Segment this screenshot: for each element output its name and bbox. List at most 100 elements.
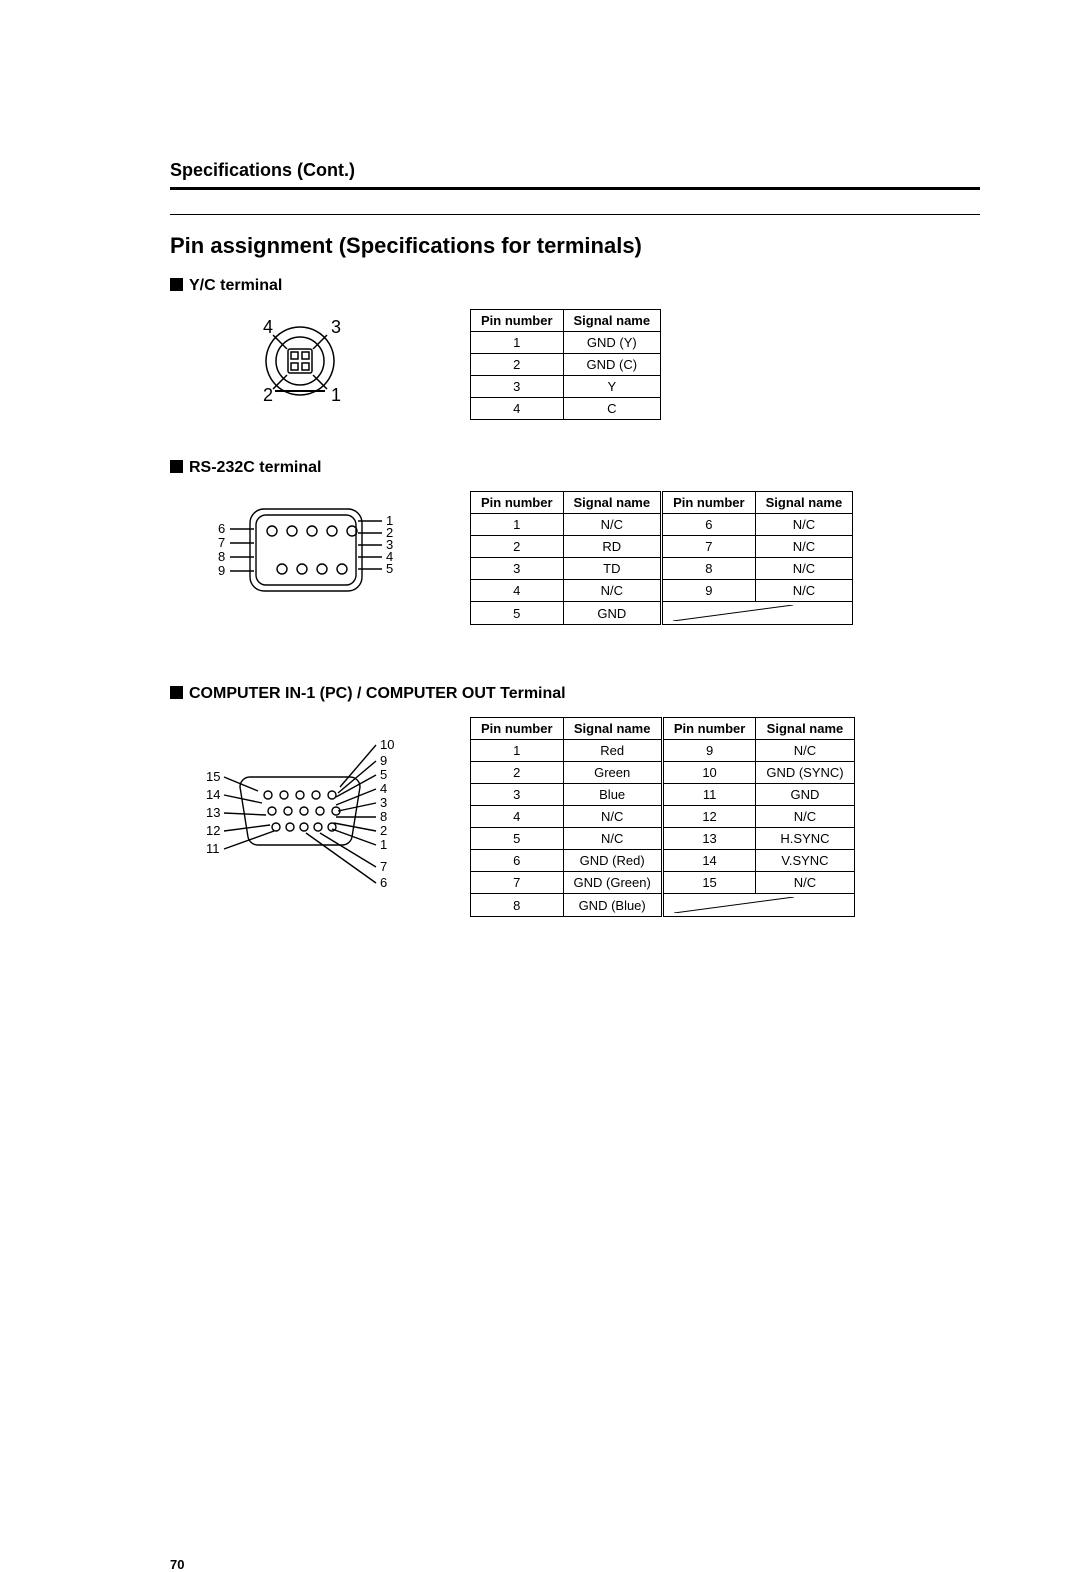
subhead-vga: COMPUTER IN-1 (PC) / COMPUTER OUT Termin… [170,685,980,703]
page-header: Specifications (Cont.) [170,160,980,190]
table-cell: 4 [471,398,564,420]
table-cell: GND (Blue) [563,894,662,917]
diagram-rs232c: 12345 6789 [170,491,430,611]
svg-text:7: 7 [218,535,225,550]
table-row: 1Red9N/C [471,740,855,762]
table-cell: GND (Red) [563,850,662,872]
bullet-square-icon [170,686,183,699]
th: Pin number [662,492,756,514]
table-cell: N/C [756,806,854,828]
yc-pin1: 1 [331,385,341,405]
table-vga: Pin number Signal name Pin number Signal… [470,717,855,917]
svg-text:7: 7 [380,859,387,874]
yc-pin2: 2 [263,385,273,405]
table-row: 4N/C12N/C [471,806,855,828]
table-cell: 12 [662,806,756,828]
table-cell: 4 [471,580,564,602]
table-row: 2GND (C) [471,354,661,376]
table-cell: N/C [755,536,853,558]
table-cell: N/C [755,558,853,580]
diagram-vga: 1514131211 109543 82176 [170,717,430,917]
table-cell: 5 [471,828,564,850]
th: Pin number [471,310,564,332]
table-row: 5GND [471,602,853,625]
subhead-rs232c: RS-232C terminal [170,459,980,477]
svg-text:1: 1 [380,837,387,852]
table-yc: Pin number Signal name 1GND (Y)2GND (C)3… [470,309,661,420]
table-cell: 7 [662,536,756,558]
bullet-square-icon [170,460,183,473]
subhead-rs232c-text: RS-232C terminal [189,459,322,476]
table-cell: Blue [563,784,662,806]
header-text: Specifications (Cont.) [170,160,355,180]
table-row: 2RD7N/C [471,536,853,558]
table-row: 4C [471,398,661,420]
table-cell: 7 [471,872,564,894]
table-cell: 6 [471,850,564,872]
svg-text:14: 14 [206,787,220,802]
table-cell: N/C [563,580,662,602]
table-cell: 6 [662,514,756,536]
table-cell: 13 [662,828,756,850]
svg-text:8: 8 [218,549,225,564]
row-vga: 1514131211 109543 82176 Pin number Signa… [170,717,980,917]
th: Pin number [662,718,756,740]
svg-text:3: 3 [380,795,387,810]
table-cell: H.SYNC [756,828,854,850]
th: Signal name [563,310,661,332]
svg-text:13: 13 [206,805,220,820]
table-cell: C [563,398,661,420]
table-cell: 11 [662,784,756,806]
yc-pin4: 4 [263,317,273,337]
table-cell: GND (Green) [563,872,662,894]
table-row: 3TD8N/C [471,558,853,580]
subhead-yc: Y/C terminal [170,277,980,295]
table-row: 7GND (Green)15N/C [471,872,855,894]
th: Signal name [756,718,854,740]
table-cell: 2 [471,762,564,784]
table-cell: 15 [662,872,756,894]
page-number: 70 [170,1557,980,1572]
diagram-yc: 4 3 2 1 [170,309,430,429]
row-rs232c: 12345 6789 Pin number Signal name Pin nu… [170,491,980,625]
svg-text:5: 5 [386,561,393,576]
table-cell: 1 [471,740,564,762]
table-cell: GND (SYNC) [756,762,854,784]
table-cell: Green [563,762,662,784]
table-cell: 5 [471,602,564,625]
table-cell: TD [563,558,662,580]
table-cell: N/C [756,872,854,894]
th: Signal name [563,492,662,514]
svg-text:4: 4 [380,781,387,796]
table-row: 3Blue11GND [471,784,855,806]
table-cell: GND (C) [563,354,661,376]
table-cell: N/C [563,806,662,828]
table-cell: N/C [755,580,853,602]
table-row: 5N/C13H.SYNC [471,828,855,850]
table-cell: 3 [471,784,564,806]
table-cell: 10 [662,762,756,784]
svg-text:10: 10 [380,737,394,752]
table-rs232c: Pin number Signal name Pin number Signal… [470,491,853,625]
table-cell: N/C [756,740,854,762]
table-cell: 9 [662,580,756,602]
table-row: 1N/C6N/C [471,514,853,536]
svg-text:2: 2 [380,823,387,838]
svg-text:11: 11 [206,841,220,856]
row-yc: 4 3 2 1 Pin number Signal name 1GND (Y)2… [170,309,980,429]
table-cell: V.SYNC [756,850,854,872]
table-cell: GND [563,602,662,625]
table-cell: RD [563,536,662,558]
table-row: 1GND (Y) [471,332,661,354]
table-cell: 14 [662,850,756,872]
table-cell: 2 [471,354,564,376]
svg-text:12: 12 [206,823,220,838]
table-cell: 9 [662,740,756,762]
table-cell: GND [756,784,854,806]
table-cell [662,602,853,625]
svg-text:8: 8 [380,809,387,824]
svg-text:6: 6 [380,875,387,890]
table-cell [662,894,854,917]
svg-text:9: 9 [218,563,225,578]
table-row: 6GND (Red)14V.SYNC [471,850,855,872]
